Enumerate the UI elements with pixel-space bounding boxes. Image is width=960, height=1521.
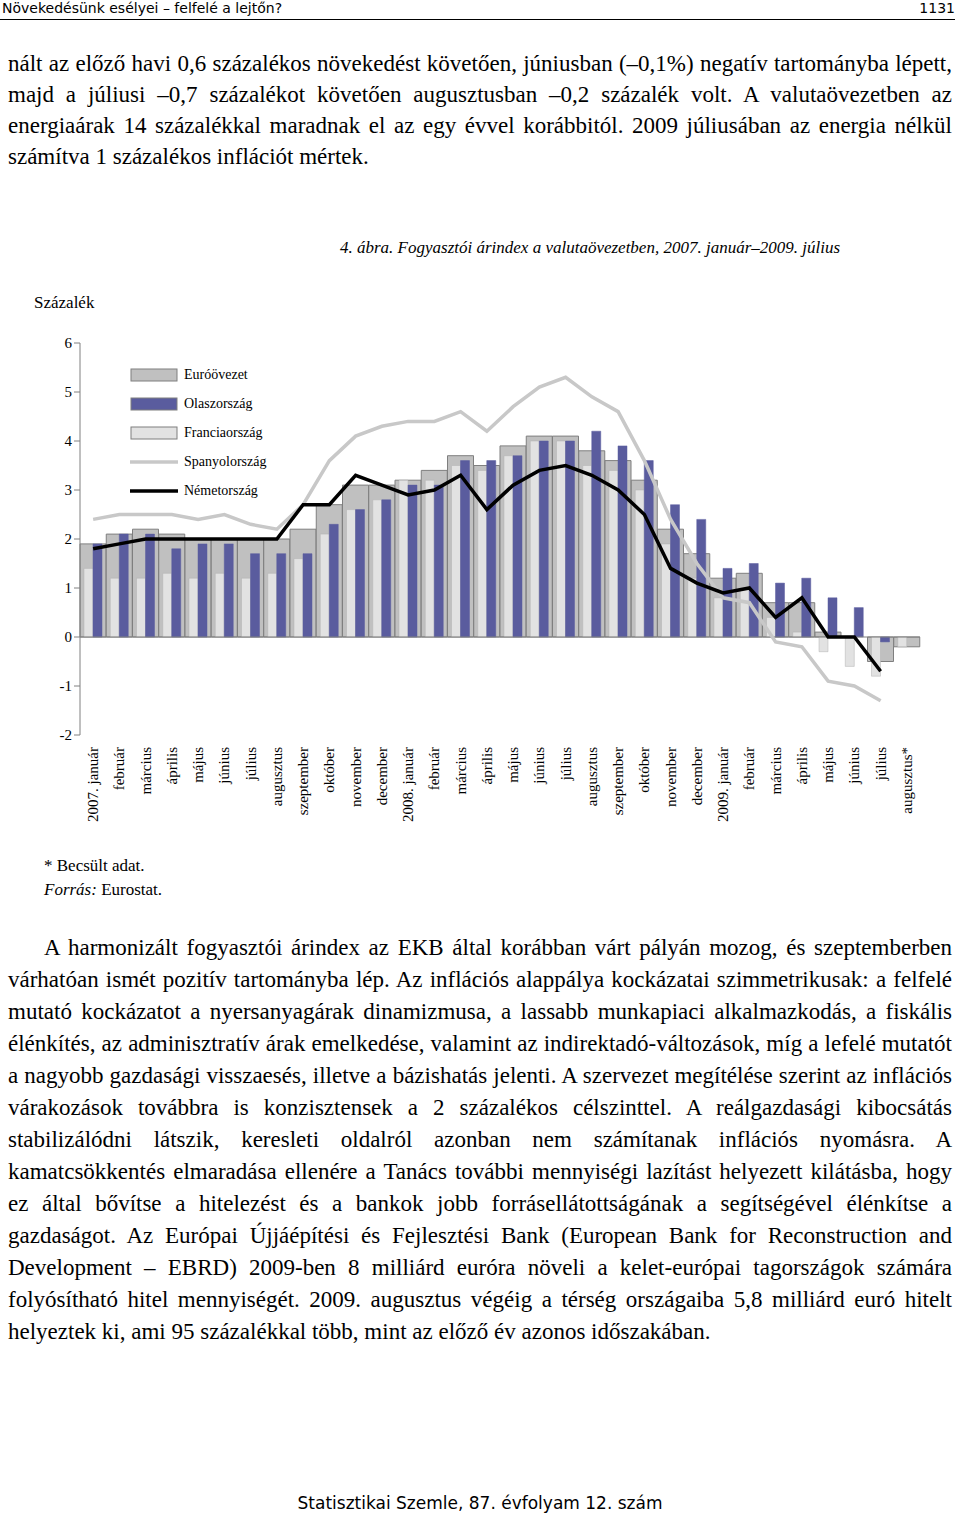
svg-text:5: 5 [65, 384, 73, 400]
svg-text:1: 1 [65, 580, 73, 596]
svg-text:2009. január: 2009. január [715, 747, 731, 822]
svg-text:2008. január: 2008. január [400, 747, 416, 822]
html-text:1131: 1131 [919, 0, 955, 16]
html-text:A harmonizált fogyasztói árind: A harmonizált fogyasztói árindex az EKB … [8, 935, 952, 1344]
svg-text:november: november [663, 747, 679, 807]
svg-text:augusztus: augusztus [269, 747, 285, 806]
html-text:Növekedésünk esélyei – felfelé: Növekedésünk esélyei – felfelé a lejtőn? [2, 0, 283, 16]
html-text:Franciaország: Franciaország [184, 424, 263, 440]
svg-text:-2: -2 [60, 727, 73, 743]
svg-text:július: július [558, 747, 574, 782]
html-text:Forrás: Eurostat.: Forrás: Eurostat. [44, 880, 163, 899]
html-text:Euróövezet: Euróövezet [184, 366, 248, 382]
svg-text:június: június [531, 747, 547, 785]
svg-text:február: február [741, 747, 757, 790]
svg-text:6: 6 [65, 335, 73, 351]
svg-text:június: június [216, 747, 232, 785]
html-text:Olaszország: Olaszország [184, 395, 253, 411]
svg-text:április: április [479, 747, 495, 785]
svg-text:március: március [453, 747, 469, 795]
html-text:nált az előző havi 0,6 százalé: nált az előző havi 0,6 százalékos növeke… [8, 51, 952, 169]
svg-text:0: 0 [65, 629, 73, 645]
svg-text:február: február [426, 747, 442, 790]
html-text:Statisztikai Szemle, 87. évfol: Statisztikai Szemle, 87. évfolyam 12. sz… [297, 1493, 663, 1513]
svg-text:május: május [505, 747, 521, 783]
svg-text:május: május [820, 747, 836, 783]
svg-text:július: július [873, 747, 889, 782]
html-text:Spanyolország: Spanyolország [184, 453, 267, 469]
svg-text:március: március [138, 747, 154, 795]
svg-text:2007. január: 2007. január [85, 747, 101, 822]
svg-text:április: április [794, 747, 810, 785]
svg-text:október: október [636, 747, 652, 793]
svg-text:július: július [243, 747, 259, 782]
svg-text:október: október [321, 747, 337, 793]
html-text:Németország: Németország [184, 482, 258, 498]
svg-text:3: 3 [65, 482, 73, 498]
html-text:4. ábra. Fogyasztói árindex a: 4. ábra. Fogyasztói árindex a valutaövez… [340, 238, 840, 257]
svg-text:december: december [689, 747, 705, 805]
svg-text:augusztus: augusztus [584, 747, 600, 806]
svg-text:november: november [348, 747, 364, 807]
svg-text:április: április [164, 747, 180, 785]
svg-text:június: június [846, 747, 862, 785]
svg-text:december: december [374, 747, 390, 805]
svg-text:május: május [190, 747, 206, 783]
html-text:* Becsült adat.: * Becsült adat. [44, 856, 145, 875]
svg-text:március: március [768, 747, 784, 795]
svg-text:augusztus*: augusztus* [899, 747, 915, 814]
svg-text:4: 4 [65, 433, 73, 449]
svg-text:február: február [111, 747, 127, 790]
svg-text:2: 2 [65, 531, 73, 547]
svg-text:szeptember: szeptember [295, 747, 311, 815]
svg-text:szeptember: szeptember [610, 747, 626, 815]
html-text:Százalék: Százalék [34, 293, 95, 312]
svg-text:-1: -1 [60, 678, 73, 694]
